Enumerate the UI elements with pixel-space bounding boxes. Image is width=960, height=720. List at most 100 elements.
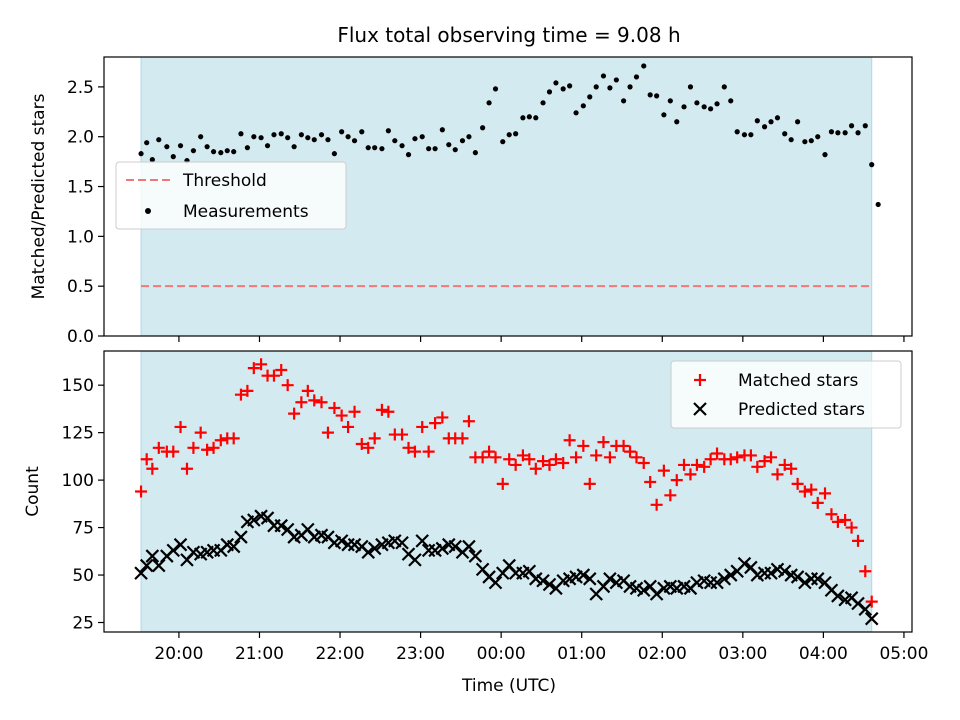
matched-star-point	[557, 457, 570, 470]
matched-star-point	[167, 445, 180, 458]
measurement-point	[506, 132, 512, 138]
matched-star-point	[288, 407, 301, 420]
measurement-point	[774, 115, 781, 121]
x-tick-label: 03:00	[718, 644, 767, 664]
matched-star-point	[798, 485, 811, 498]
x-tick-label: 20:00	[154, 644, 203, 664]
matched-star-point	[852, 534, 865, 547]
measurement-point	[822, 152, 828, 158]
matched-star-point	[516, 449, 529, 462]
measurement-point	[359, 129, 365, 135]
matched-star-point	[785, 462, 798, 475]
predicted-star-point	[145, 549, 160, 563]
matched-star-point	[859, 565, 872, 578]
matched-star-point	[308, 394, 321, 407]
ratio-panel-frame	[103, 56, 913, 337]
measurement-point	[412, 136, 418, 142]
matched-star-point	[503, 453, 516, 466]
predicted-star-point	[408, 553, 422, 567]
ratio-y-axis-label: Matched/Predicted stars	[29, 93, 49, 299]
measurement-point	[593, 84, 599, 90]
measurement-point	[842, 130, 848, 136]
matched-star-point	[422, 445, 435, 458]
measurement-point	[768, 119, 774, 125]
measurement-point	[486, 100, 492, 106]
ratio-x-ticks	[178, 336, 905, 342]
measurement-point	[808, 138, 814, 144]
measurement-point	[869, 162, 875, 168]
measurement-point	[372, 145, 378, 151]
predicted-star-point	[462, 539, 476, 554]
matched-star-point	[436, 411, 449, 424]
measurement-point	[641, 63, 647, 69]
matched-star-point	[509, 458, 522, 471]
matched-star-point	[255, 358, 268, 371]
predicted-star-point	[723, 568, 738, 582]
measurement-point	[546, 89, 553, 95]
measurement-point	[741, 132, 748, 138]
predicted-star-point	[810, 572, 825, 586]
chart-title: Flux total observing time = 9.08 h	[337, 23, 680, 47]
predicted-star-point	[234, 530, 248, 544]
measurement-point	[351, 138, 358, 144]
measurement-point	[392, 138, 398, 144]
predicted-star-point	[274, 518, 289, 533]
measurement-point	[291, 144, 297, 150]
matched-star-point	[267, 369, 280, 382]
measurement-point	[439, 127, 445, 133]
measurement-point	[754, 118, 760, 124]
matched-star-point	[483, 445, 496, 458]
matched-star-point	[529, 462, 542, 475]
predicted-star-point	[395, 535, 409, 550]
matched-star-point	[342, 420, 355, 433]
predicted-stars-points	[134, 509, 879, 626]
measurement-point	[311, 137, 317, 143]
x-tick-label: 01:00	[557, 644, 606, 664]
measurement-point	[405, 152, 412, 158]
matched-star-point	[194, 426, 207, 439]
predicted-star-point	[717, 572, 732, 586]
predicted-star-point	[542, 577, 557, 592]
y-tick-label: 1.5	[67, 178, 94, 198]
measurement-point	[560, 86, 566, 92]
matched-star-point	[362, 441, 375, 454]
count-y-ticks: 25 50 75 100 125 150	[62, 376, 104, 634]
measurement-point	[271, 132, 277, 138]
matched-star-point	[234, 388, 247, 401]
x-axis-label: Time (UTC)	[461, 676, 556, 696]
measurement-point	[385, 128, 391, 134]
predicted-star-point	[764, 566, 778, 580]
predicted-star-point	[798, 575, 812, 590]
legend-matched-swatch	[694, 374, 706, 386]
matched-star-point	[644, 476, 657, 489]
count-x-ticks: 20:00 21:00 22:00 23:00 00:00 01:00 02:00 03:00…	[154, 632, 928, 664]
matched-star-point	[315, 396, 328, 409]
matched-star-point	[765, 451, 778, 464]
measurement-point	[533, 115, 539, 121]
legend-measurements-label: Measurements	[183, 202, 309, 222]
measurement-point	[244, 145, 250, 151]
y-tick-label: 1.0	[67, 227, 94, 247]
measurement-point	[621, 98, 627, 104]
matched-star-point	[805, 483, 818, 496]
measurement-point	[848, 123, 855, 129]
predicted-star-point	[488, 575, 503, 590]
measurement-point	[607, 85, 613, 91]
y-tick-label: 50	[72, 566, 94, 586]
matched-star-point	[456, 432, 469, 445]
measurement-point	[573, 110, 579, 116]
measurement-point	[231, 149, 237, 155]
measurement-point	[177, 143, 184, 149]
count-panel: 25 50 75 100 125 150 20:00 21:00 22:00 23:00 00:0…	[23, 350, 928, 664]
measurement-point	[654, 93, 660, 99]
matched-star-point	[839, 513, 852, 526]
matched-star-point	[684, 468, 697, 481]
predicted-star-point	[247, 513, 261, 527]
measurement-point	[156, 137, 162, 143]
x-tick-label: 04:00	[799, 644, 848, 664]
measurement-point	[204, 144, 210, 150]
measurement-point	[788, 137, 794, 143]
matched-star-point	[489, 451, 502, 464]
matched-star-point	[429, 417, 442, 430]
